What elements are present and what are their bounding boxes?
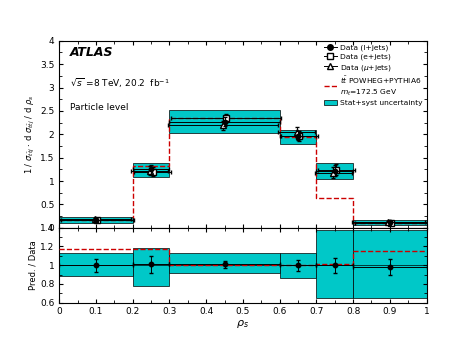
Bar — [59, 253, 133, 276]
Y-axis label: 1 / $\sigma_{t\bar{t}j}$ $\cdot$ d $\sigma_{t\bar{t}j}$ / d $\rho_s$: 1 / $\sigma_{t\bar{t}j}$ $\cdot$ d $\sig… — [24, 95, 37, 174]
Legend: Data (l+jets), Data (e+jets), Data ($\mu$+jets), $t\bar{t}$ POWHEG+PYTHIA6
$m_t$: Data (l+jets), Data (e+jets), Data ($\mu… — [322, 43, 424, 108]
Bar — [280, 130, 316, 143]
Y-axis label: Pred. / Data: Pred. / Data — [28, 240, 37, 290]
Bar — [59, 217, 133, 223]
Bar — [280, 253, 316, 278]
Bar — [169, 110, 280, 133]
Bar — [133, 163, 170, 177]
Bar — [353, 220, 427, 224]
Text: Particle level: Particle level — [70, 103, 129, 112]
Bar — [316, 163, 353, 179]
Bar — [316, 230, 353, 298]
X-axis label: $\rho_s$: $\rho_s$ — [237, 318, 249, 330]
Bar — [133, 248, 170, 286]
Text: $\sqrt{s}$ =8 TeV, 20.2  fb$^{-1}$: $\sqrt{s}$ =8 TeV, 20.2 fb$^{-1}$ — [70, 76, 170, 90]
Bar — [353, 230, 427, 298]
Bar — [169, 253, 280, 273]
Text: ATLAS: ATLAS — [70, 47, 114, 60]
